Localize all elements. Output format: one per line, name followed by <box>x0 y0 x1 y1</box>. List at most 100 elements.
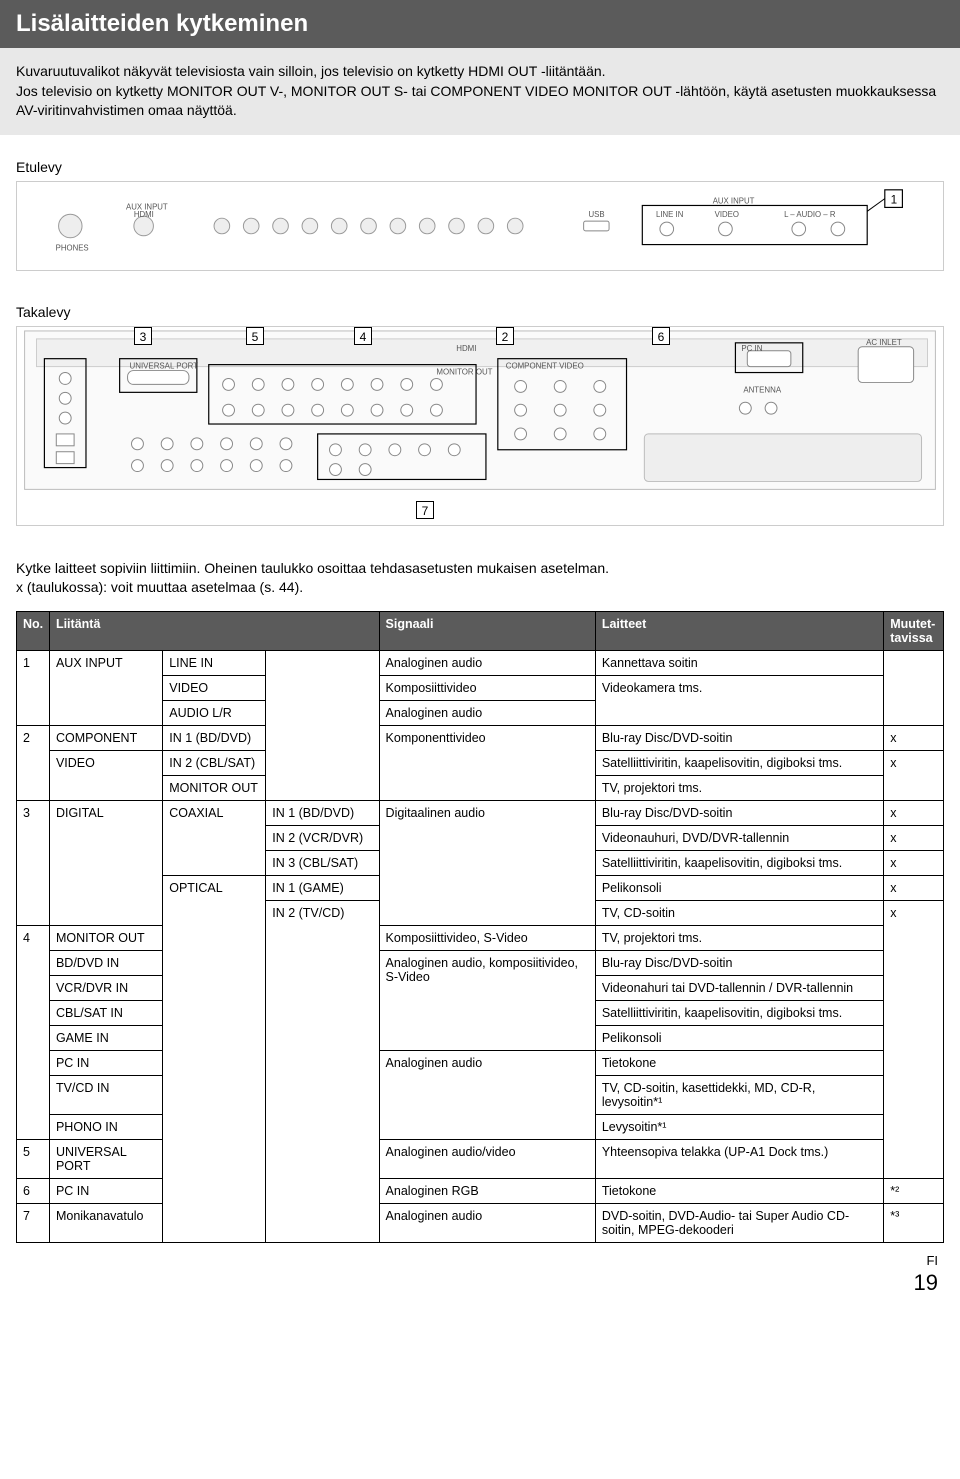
cell-no: 1 <box>17 650 50 725</box>
cell-mut: x <box>884 825 944 850</box>
intro-line-1: Kuvaruutuvalikot näkyvät televisiosta va… <box>16 62 944 82</box>
svg-text:PHONES: PHONES <box>56 243 89 252</box>
svg-text:UNIVERSAL PORT: UNIVERSAL PORT <box>130 361 199 370</box>
cell-dev: Pelikonsoli <box>595 875 883 900</box>
table-row: 3DIGITALCOAXIALIN 1 (BD/DVD)Digitaalinen… <box>17 800 944 825</box>
front-panel-diagram: AUX INPUT LINE IN VIDEO L – AUDIO – R 1 … <box>16 181 944 271</box>
cell-dev: Yhteensopiva telakka (UP-A1 Dock tms.) <box>595 1139 883 1178</box>
svg-text:LINE IN: LINE IN <box>656 210 683 219</box>
cell-c3: IN 1 (BD/DVD) <box>266 800 379 825</box>
caption-line-1: Kytke laitteet sopiviin liittimiin. Ohei… <box>16 559 944 578</box>
svg-text:ANTENNA: ANTENNA <box>743 385 782 394</box>
cell-c1: MONITOR OUT <box>49 925 162 950</box>
cell-no: 6 <box>17 1178 50 1203</box>
cell-dev: Satelliittiviritin, kaapelisovitin, digi… <box>595 1000 883 1025</box>
th-liitanta: Liitäntä <box>49 611 379 650</box>
callout-1: 1 <box>891 193 898 206</box>
th-no: No. <box>17 611 50 650</box>
cell-dev: TV, projektori tms. <box>595 925 883 950</box>
cell-c1: VIDEO <box>49 750 162 800</box>
cell-sig: Analoginen RGB <box>379 1178 595 1203</box>
cell-c1: VCR/DVR IN <box>49 975 162 1000</box>
connections-table: No. Liitäntä Signaali Laitteet Muutet- t… <box>16 611 944 1243</box>
cell-sig: Analoginen audio <box>379 1050 595 1139</box>
cell-dev: TV, projektori tms. <box>595 775 883 800</box>
th-signaali: Signaali <box>379 611 595 650</box>
cell-mut: *² <box>884 1178 944 1203</box>
intro-block: Kuvaruutuvalikot näkyvät televisiosta va… <box>0 48 960 135</box>
cell-c1: Monikanavatulo <box>49 1203 162 1242</box>
cell-dev: TV, CD-soitin <box>595 900 883 925</box>
table-header-row: No. Liitäntä Signaali Laitteet Muutet- t… <box>17 611 944 650</box>
table-row: 6PC IN Analoginen RGBTietokone*² <box>17 1178 944 1203</box>
table-row: 5UNIVERSAL PORTAnaloginen audio/videoYht… <box>17 1139 944 1178</box>
svg-text:COMPONENT VIDEO: COMPONENT VIDEO <box>506 361 584 370</box>
cell-sig: Analoginen audio <box>379 700 595 725</box>
cell-dev: Satelliittiviritin, kaapelisovitin, digi… <box>595 850 883 875</box>
svg-text:PC IN: PC IN <box>741 344 762 353</box>
cell-c1: PC IN <box>49 1050 162 1075</box>
cell-dev: TV, CD-soitin, kasettidekki, MD, CD-R, l… <box>595 1075 883 1114</box>
svg-text:L – AUDIO – R: L – AUDIO – R <box>784 210 836 219</box>
intro-line-2: Jos televisio on kytketty MONITOR OUT V-… <box>16 82 944 121</box>
page-title: Lisälaitteiden kytkeminen <box>0 0 960 48</box>
cell-no: 4 <box>17 925 50 1139</box>
cell-c2: MONITOR OUT <box>163 775 266 800</box>
cell-dev: Kannettava soitin <box>595 650 883 675</box>
cell-c1: CBL/SAT IN <box>49 1000 162 1025</box>
cell-mut: x <box>884 900 944 1178</box>
svg-text:HDMI: HDMI <box>456 344 476 353</box>
table-row: 4MONITOR OUTKomposiittivideo, S-VideoTV,… <box>17 925 944 950</box>
svg-text:USB: USB <box>589 210 605 219</box>
cell-dev: Tietokone <box>595 1178 883 1203</box>
cell-sig: Digitaalinen audio <box>379 800 595 925</box>
cell-no: 5 <box>17 1139 50 1178</box>
cell-mut: x <box>884 725 944 750</box>
cell-mut: x <box>884 750 944 800</box>
cell-no: 3 <box>17 800 50 925</box>
cell-dev: Videokamera tms. <box>595 675 883 725</box>
cell-c3: IN 2 (TV/CD) <box>266 900 379 1242</box>
cell-c2: LINE IN <box>163 650 266 675</box>
table-row: PC INAnaloginen audioTietokone <box>17 1050 944 1075</box>
cell-c1: AUX INPUT <box>49 650 162 725</box>
cell-c1: PC IN <box>49 1178 162 1203</box>
cell-c1: UNIVERSAL PORT <box>49 1139 162 1178</box>
cell-dev: Videonahuri tai DVD-tallennin / DVR-tall… <box>595 975 883 1000</box>
cell-c1: TV/CD IN <box>49 1075 162 1114</box>
svg-text:MONITOR OUT: MONITOR OUT <box>436 367 492 376</box>
cell-c2: AUDIO L/R <box>163 700 266 725</box>
cell-sig: Analoginen audio, komposiitivideo, S-Vid… <box>379 950 595 1050</box>
page-number: 19 <box>914 1270 938 1296</box>
cell-dev: Tietokone <box>595 1050 883 1075</box>
cell-c2: VIDEO <box>163 675 266 700</box>
cell-dev: Levysoitin*¹ <box>595 1114 883 1139</box>
table-row: 7MonikanavatuloAnaloginen audioDVD-soiti… <box>17 1203 944 1242</box>
cell-dev: Blu-ray Disc/DVD-soitin <box>595 950 883 975</box>
cell-mut <box>884 650 944 725</box>
caption-line-2: x (taulukossa): voit muuttaa asetelmaa (… <box>16 578 944 597</box>
cell-dev: Pelikonsoli <box>595 1025 883 1050</box>
cell-mut: x <box>884 875 944 900</box>
cell-c2: IN 1 (BD/DVD) <box>163 725 266 750</box>
back-panel-diagram: HDMI UNIVERSAL PORT MONITOR OUT COMPONEN… <box>16 326 944 526</box>
cell-sig: Komposiittivideo <box>379 675 595 700</box>
cell-c2: OPTICAL <box>163 875 266 1242</box>
th-muutettavissa: Muutet- tavissa <box>884 611 944 650</box>
cell-c1: PHONO IN <box>49 1114 162 1139</box>
cell-c1: BD/DVD IN <box>49 950 162 975</box>
cell-dev: Blu-ray Disc/DVD-soitin <box>595 800 883 825</box>
cell-dev: Satelliittiviritin, kaapelisovitin, digi… <box>595 750 883 775</box>
svg-text:HDMI: HDMI <box>134 210 154 219</box>
cell-no: 7 <box>17 1203 50 1242</box>
cell-mut: *³ <box>884 1203 944 1242</box>
cell-c3: IN 1 (GAME) <box>266 875 379 900</box>
back-panel-label: Takalevy <box>16 304 944 320</box>
cell-c2: COAXIAL <box>163 800 266 875</box>
cell-sig: Analoginen audio <box>379 650 595 675</box>
cell-c3 <box>266 650 379 800</box>
cell-c2: IN 2 (CBL/SAT) <box>163 750 266 775</box>
cell-sig: Komponenttivideo <box>379 725 595 800</box>
cell-c1: GAME IN <box>49 1025 162 1050</box>
th-laitteet: Laitteet <box>595 611 883 650</box>
